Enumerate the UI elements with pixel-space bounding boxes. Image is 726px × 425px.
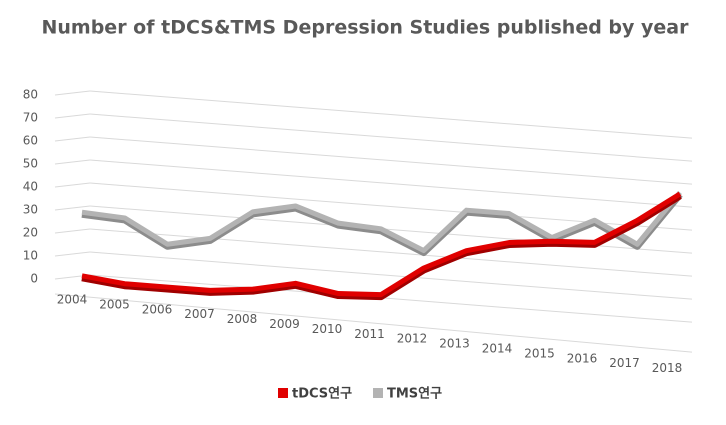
grid-line [89,274,693,323]
y-tick-label: 20 [23,226,38,240]
grid-depth [54,182,91,188]
floor-edge [54,293,693,353]
x-tick-label: 2009 [269,317,300,331]
x-tick-label: 2011 [354,327,385,341]
grid-line [89,113,693,162]
grid-line [89,251,693,300]
line [81,190,682,254]
x-tick-label: 2016 [567,351,598,365]
legend-label: tDCS연구 [292,387,352,402]
grid-depth [54,228,91,234]
x-tick-label: 2005 [99,297,130,311]
y-tick-label: 50 [23,157,38,171]
y-tick-label: 10 [23,249,38,263]
x-tick-label: 2007 [184,307,215,321]
grid-line [89,90,693,139]
x-tick-label: 2008 [227,312,258,326]
x-tick-label: 2013 [439,337,470,351]
chart-title: Number of tDCS&TMS Depression Studies pu… [41,17,689,39]
grid-depth [54,113,91,119]
y-tick-label: 0 [30,272,38,286]
x-tick-label: 2014 [482,342,513,356]
grid-depth [54,136,91,142]
y-tick-label: 60 [23,134,38,148]
x-tick-label: 2004 [57,293,88,307]
x-tick-label: 2015 [524,346,555,360]
grid-line [89,136,693,185]
x-tick-label: 2010 [312,322,343,336]
y-tick-label: 80 [23,88,38,102]
grid-line [89,159,693,208]
x-tick-label: 2018 [652,361,683,375]
y-tick-label: 70 [23,111,38,125]
grid-line [89,228,693,277]
line [81,191,682,298]
legend-swatch [278,388,288,398]
legend-label: TMS연구 [387,387,442,402]
grid-depth [54,90,91,96]
x-tick-label: 2017 [609,356,640,370]
legend-swatch [373,388,383,398]
y-tick-label: 30 [23,203,38,217]
grid-depth [54,205,91,211]
grid-depth [54,159,91,165]
x-tick-label: 2012 [397,332,428,346]
x-tick-label: 2006 [142,302,173,316]
y-tick-label: 40 [23,180,38,194]
grid-depth [54,251,91,257]
